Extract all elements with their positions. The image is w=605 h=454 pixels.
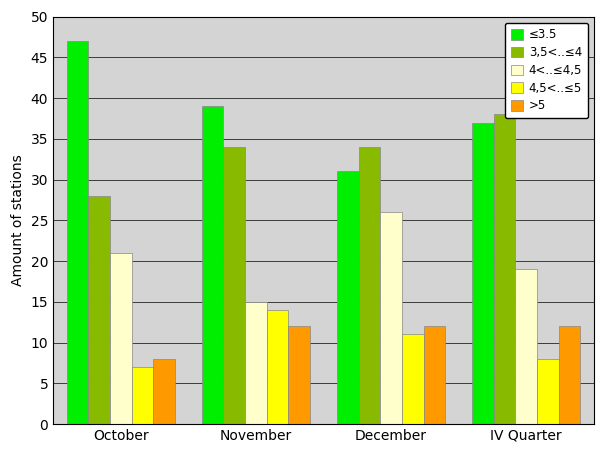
Y-axis label: Amount of stations: Amount of stations bbox=[11, 154, 25, 286]
Bar bbox=[473, 123, 494, 424]
Bar bbox=[131, 367, 153, 424]
Bar bbox=[245, 302, 267, 424]
Bar bbox=[223, 147, 245, 424]
Bar bbox=[424, 326, 445, 424]
Bar bbox=[267, 310, 289, 424]
Bar bbox=[381, 212, 402, 424]
Bar bbox=[202, 106, 223, 424]
Bar bbox=[110, 253, 131, 424]
Bar bbox=[559, 326, 580, 424]
Bar bbox=[289, 326, 310, 424]
Bar bbox=[337, 172, 359, 424]
Bar bbox=[153, 359, 175, 424]
Bar bbox=[515, 269, 537, 424]
Bar bbox=[494, 114, 515, 424]
Legend: ≤3.5, 3,5<..≤4, 4<..≤4,5, 4,5<..≤5, >5: ≤3.5, 3,5<..≤4, 4<..≤4,5, 4,5<..≤5, >5 bbox=[505, 23, 588, 118]
Bar bbox=[359, 147, 381, 424]
Bar bbox=[67, 41, 88, 424]
Bar bbox=[402, 335, 424, 424]
Bar bbox=[88, 196, 110, 424]
Bar bbox=[537, 359, 559, 424]
